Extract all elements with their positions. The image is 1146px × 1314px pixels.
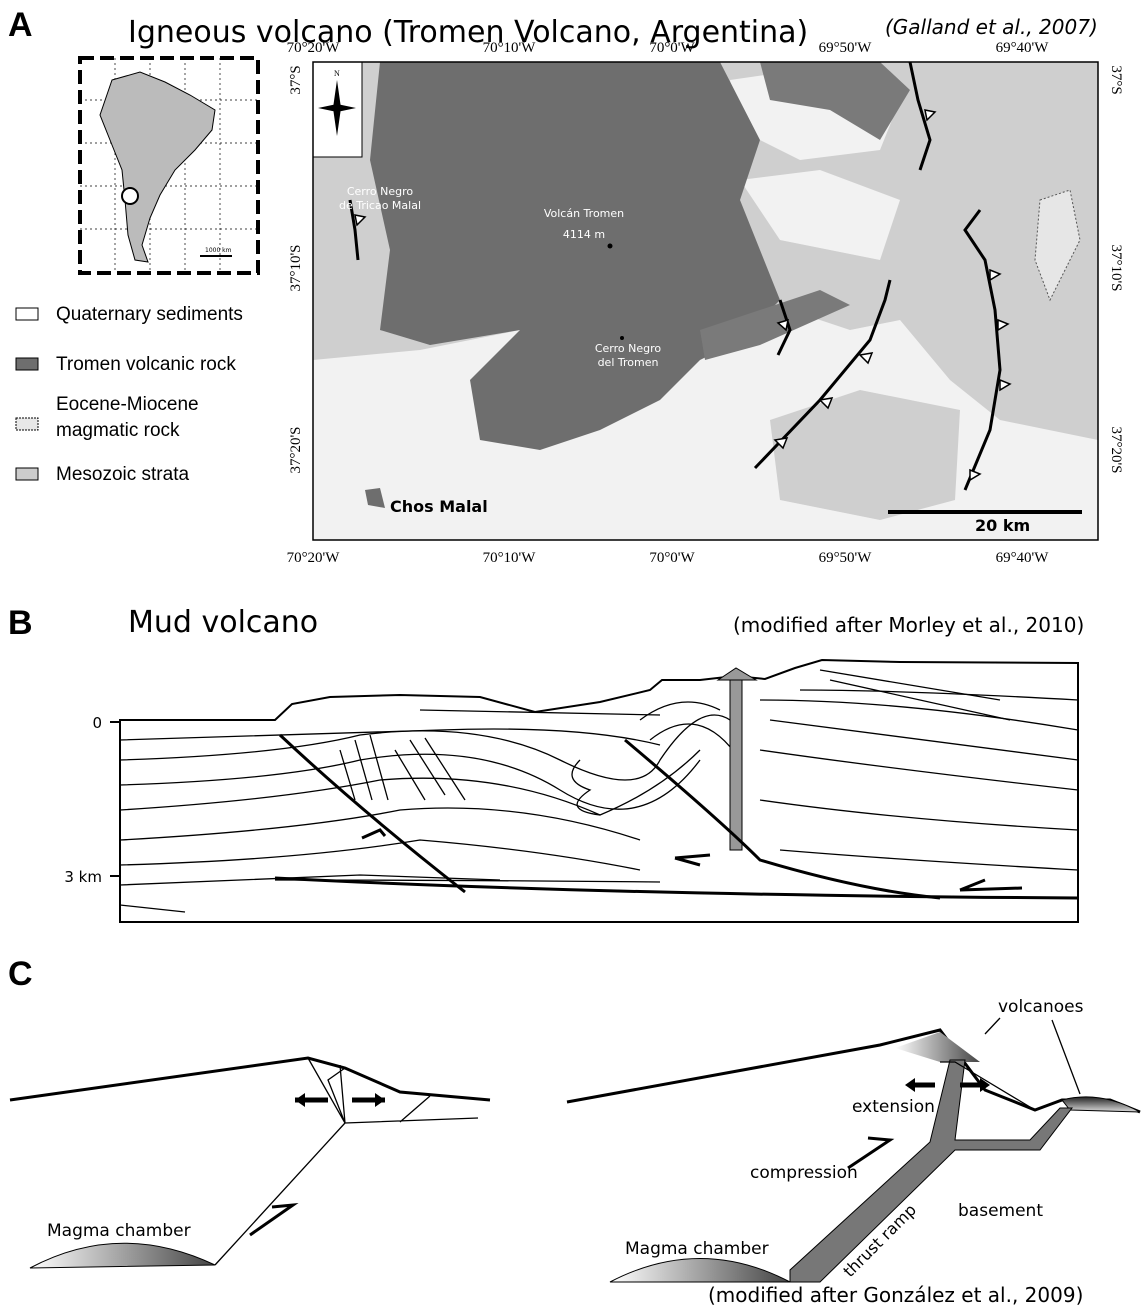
longitude-label: 70°0'W: [649, 40, 695, 56]
inset-map: 1000 km: [80, 58, 258, 273]
latitude-label: 37°10'S: [288, 244, 304, 291]
panel-label: C: [8, 955, 33, 993]
legend-label: Mesozoic strata: [56, 464, 189, 485]
legend-label: Tromen volcanic rock: [56, 354, 236, 375]
legend: Quaternary sediments Tromen volcanic roc…: [16, 304, 243, 485]
depth-label: 3 km: [64, 868, 102, 886]
diagram-label: Magma chamber: [625, 1239, 769, 1259]
magma-chamber: [30, 1243, 215, 1268]
panel-title: Igneous volcano (Tromen Volcano, Argenti…: [128, 15, 808, 50]
geologic-map: Volcán Tromen 4114 m Cerro Negro del Tro…: [313, 62, 1098, 540]
pointer-lines: [985, 1018, 1080, 1094]
legend-swatch: [16, 418, 38, 430]
volcano-fill: [895, 1032, 980, 1062]
map-label: Cerro Negro: [347, 185, 414, 198]
diagram-label: compression: [750, 1163, 858, 1183]
inset-scale-label: 1000 km: [205, 247, 232, 254]
town-label: Chos Malal: [390, 497, 488, 516]
longitude-label: 70°10'W: [483, 40, 537, 56]
map-label: Volcán Tromen: [544, 207, 624, 220]
legend-label: Quaternary sediments: [56, 304, 243, 325]
latitude-label: 37°20'S: [288, 426, 304, 473]
scale-label: 20 km: [975, 516, 1030, 535]
longitude-label: 69°50'W: [819, 550, 873, 566]
left-diagram: Magma chamber: [10, 1058, 490, 1268]
figure: A Igneous volcano (Tromen Volcano, Argen…: [0, 0, 1146, 1314]
longitude-label: 70°20'W: [287, 550, 341, 566]
depth-label: 0: [92, 714, 102, 732]
mud-cone: [718, 668, 756, 680]
longitude-label: 69°40'W: [996, 40, 1050, 56]
body: A Igneous volcano (Tromen Volcano, Argen…: [0, 0, 1146, 1314]
mud-conduit: [730, 680, 742, 850]
panel-title: Mud volcano: [128, 605, 318, 640]
latitude-label: 37°S: [1108, 65, 1124, 94]
citation: (Galland et al., 2007): [885, 15, 1098, 39]
page: Volcano figure {"panel_a":{"label":"A","…: [0, 0, 1146, 1314]
longitude-label: 70°0'W: [649, 550, 695, 566]
panel-label: A: [8, 6, 33, 44]
citation: (modified after González et al., 2009): [708, 1283, 1083, 1307]
map-label: Cerro Negro: [595, 342, 662, 355]
legend-swatch: [16, 358, 38, 370]
legend-swatch: [16, 308, 38, 320]
volcano-fill: [1062, 1097, 1140, 1112]
section-outline: [120, 660, 1078, 922]
map-label: 4114 m: [563, 228, 605, 241]
legend-swatch: [16, 468, 38, 480]
citation: (modified after Morley et al., 2010): [733, 613, 1084, 637]
legend-label: Eocene-Miocene: [56, 394, 199, 415]
longitude-label: 70°10'W: [483, 550, 537, 566]
cross-section: 0 3 km: [64, 660, 1078, 922]
panel-label: B: [8, 604, 33, 642]
legend-label: magmatic rock: [56, 420, 180, 441]
latitude-label: 37°10'S: [1108, 244, 1124, 291]
location-marker: [122, 188, 138, 204]
diagram-label: basement: [958, 1201, 1043, 1221]
longitude-label: 69°40'W: [996, 550, 1050, 566]
latitude-label: 37°20'S: [1108, 426, 1124, 473]
diagram-label: Magma chamber: [47, 1221, 191, 1241]
north-label: N: [334, 69, 340, 78]
diagram-label: volcanoes: [998, 997, 1084, 1017]
longitude-label: 69°50'W: [819, 40, 873, 56]
diagram-label: extension: [852, 1097, 935, 1117]
cone-point: [620, 336, 624, 340]
right-diagram: volcanoes extension compression basement…: [567, 997, 1140, 1282]
summit-point: [608, 244, 613, 249]
magma-chamber: [610, 1259, 790, 1283]
latitude-label: 37°S: [288, 65, 304, 94]
surface: [10, 1058, 490, 1100]
longitude-label: 70°20'W: [287, 40, 341, 56]
fractures: [215, 1058, 478, 1265]
map-label: de Tricao Malal: [339, 199, 421, 212]
map-label: del Tromen: [598, 356, 659, 369]
